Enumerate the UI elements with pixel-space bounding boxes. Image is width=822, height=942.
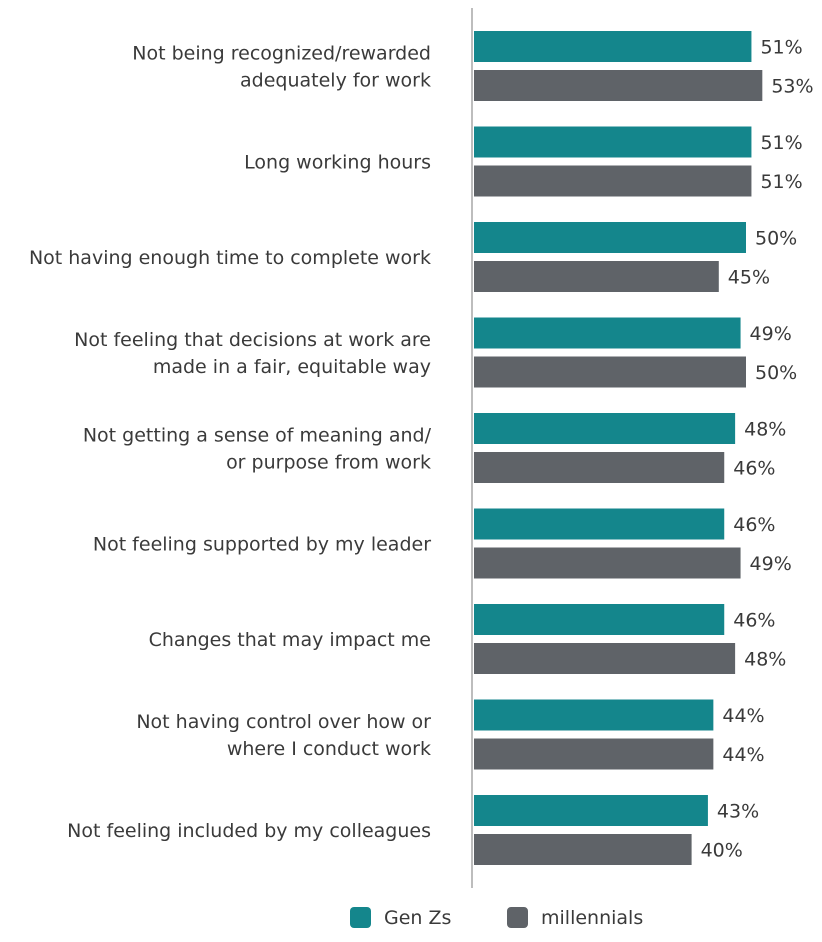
data-label: 53% (771, 76, 813, 98)
bar-gen-zs (474, 31, 752, 62)
bar-millennials (474, 261, 719, 292)
category-labels: Not being recognized/rewarded adequately … (29, 43, 432, 843)
data-label: 43% (717, 801, 759, 823)
legend: Gen Zs millennials (350, 907, 643, 929)
data-label: 50% (755, 362, 797, 384)
bar-millennials (474, 547, 741, 579)
bar-gen-zs (474, 508, 725, 540)
category-label-line: Not having control over how or (136, 711, 431, 733)
legend-label: Gen Zs (384, 907, 451, 929)
category-label-line: Changes that may impact me (149, 629, 431, 651)
category-label-line: Not feeling included by my colleagues (67, 820, 431, 842)
legend-label: millennials (541, 907, 643, 929)
data-label: 45% (728, 267, 770, 289)
category-label-line: or purpose from work (226, 452, 431, 474)
data-label: 46% (733, 514, 775, 536)
data-label: 44% (722, 744, 764, 766)
bar-gen-zs (474, 699, 714, 731)
legend-swatch (507, 907, 528, 928)
data-label: 44% (722, 705, 764, 727)
bar-millennials (474, 356, 746, 388)
data-label: 40% (701, 840, 743, 862)
data-label: 51% (760, 171, 802, 193)
bar-gen-zs (474, 126, 752, 158)
category-label: Not feeling that decisions at work are ma… (74, 329, 431, 378)
category-label: Long working hours (244, 152, 431, 174)
data-label: 49% (750, 553, 792, 575)
bar-gen-zs (474, 795, 708, 826)
bar-gen-zs (474, 413, 736, 444)
category-label-line: Not getting a sense of meaning and/ (83, 425, 432, 447)
data-label: 48% (744, 419, 786, 441)
bar-millennials (474, 738, 714, 770)
category-label-line: made in a fair, equitable way (153, 356, 431, 378)
data-label: 50% (755, 228, 797, 250)
category-label-line: Not feeling that decisions at work are (74, 329, 431, 351)
category-label: Changes that may impact me (149, 629, 431, 651)
category-label-line: Not feeling supported by my leader (93, 534, 431, 556)
bar-gen-zs (474, 604, 725, 635)
value-labels: 51% 53% 51% 51% 50% 45% 49% 50% 48% 46% 46% 49% 46% 4… (701, 37, 814, 862)
category-label: Not getting a sense of meaning and/or pu… (83, 425, 432, 474)
data-label: 49% (750, 323, 792, 345)
legend-swatch (350, 907, 371, 928)
category-label-line: adequately for work (240, 70, 431, 92)
bar-millennials (474, 643, 736, 674)
category-label: Not having control over how or where I co… (136, 711, 431, 760)
bar-millennials (474, 70, 763, 101)
bar-millennials (474, 452, 725, 483)
data-label: 48% (744, 649, 786, 671)
data-label: 51% (760, 37, 802, 59)
category-label-line: Not having enough time to complete work (29, 247, 431, 269)
data-label: 51% (760, 132, 802, 154)
category-label: Not having enough time to complete work (29, 247, 431, 269)
bar-gen-zs (474, 317, 741, 349)
category-label-line: Not being recognized/rewarded (132, 43, 431, 65)
bar-millennials (474, 834, 692, 865)
data-label: 46% (733, 610, 775, 632)
category-label-line: where I conduct work (227, 738, 431, 760)
category-label: Not feeling included by my colleagues (67, 820, 431, 842)
category-label-line: Long working hours (244, 152, 431, 174)
category-label: Not being recognized/rewarded adequately … (132, 43, 431, 92)
data-label: 46% (733, 458, 775, 480)
category-label: Not feeling supported by my leader (93, 534, 431, 556)
bar-gen-zs (474, 222, 746, 253)
bar-millennials (474, 165, 752, 197)
bars (474, 31, 763, 865)
